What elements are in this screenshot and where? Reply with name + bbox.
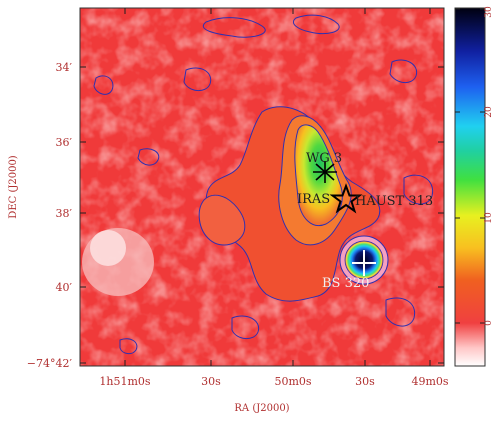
x-tick-label: 30s — [201, 375, 221, 388]
y-tick-label: −74°42′ — [27, 357, 73, 370]
colorbar-tick-label: 10 — [484, 212, 494, 224]
contour-island — [119, 338, 138, 355]
x-tick-label: 49m0s — [411, 375, 448, 388]
x-tick-label: 1h51m0s — [99, 375, 151, 388]
contour-island — [183, 67, 212, 91]
x-tick-labels: 1h51m0s 30s 50m0s 30s 49m0s — [99, 375, 448, 388]
iras-haust-marker-star-icon — [329, 183, 363, 214]
contour-island — [203, 17, 266, 38]
contour-island — [231, 315, 260, 339]
contour-island — [93, 75, 114, 95]
colorbar-tick-label: 0 — [484, 320, 494, 326]
y-tick-label: 38′ — [56, 207, 73, 220]
small-contour-blob — [198, 194, 246, 246]
wg3-marker-asterisk-icon — [313, 161, 337, 183]
y-axis-title: DEC (J2000) — [8, 155, 19, 219]
x-tick-label: 50m0s — [274, 375, 311, 388]
contour-island — [292, 14, 340, 35]
contour-island — [403, 174, 434, 205]
colorbar-tick-label: 20 — [484, 106, 494, 118]
y-tick-label: 40′ — [56, 281, 73, 294]
bs320-marker-cross-icon — [352, 250, 376, 276]
source-label-bs320: BS 320 — [322, 276, 369, 291]
map-frame — [79, 7, 445, 367]
source-label-wg3: WG 3 — [306, 151, 342, 166]
axis-ticks — [80, 8, 444, 366]
y-tick-labels: 34′ 36′ 38′ 40′ −74°42′ — [27, 61, 73, 370]
source-label-haust313: HAUST 313 — [355, 194, 433, 209]
colorbar: 0 10 20 30 — [454, 6, 494, 367]
colorbar-gradient — [454, 7, 486, 367]
y-tick-label: 34′ — [56, 61, 73, 74]
x-axis-title: RA (J2000) — [234, 403, 289, 414]
colorbar-tick-label: 30 — [484, 6, 494, 18]
source-label-iras: IRAS — [297, 192, 330, 207]
contour-island — [385, 297, 416, 327]
contour-island — [389, 59, 418, 83]
faint-region — [90, 230, 126, 266]
y-tick-label: 36′ — [56, 136, 73, 149]
sky-map: WG 3 IRAS HAUST 313 BS 320 — [80, 8, 444, 366]
x-tick-label: 30s — [355, 375, 375, 388]
contour-island — [137, 148, 160, 166]
